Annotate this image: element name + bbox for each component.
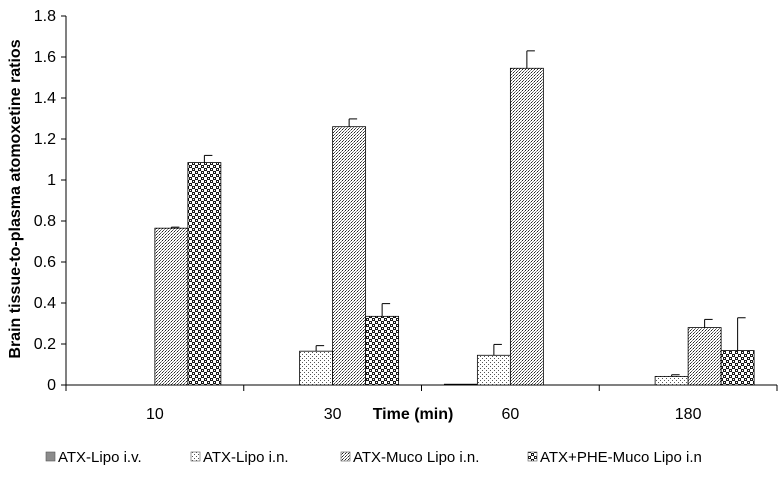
bar [443, 383, 478, 386]
bar [687, 327, 722, 386]
y-tick-label: 1.8 [34, 8, 56, 25]
bar [509, 67, 544, 386]
y-tick-label: 0.6 [34, 254, 56, 271]
y-tick-label: 0.4 [34, 295, 56, 312]
legend-label: ATX-Muco Lipo i.n. [353, 449, 479, 466]
y-tick-label: 0 [47, 377, 56, 394]
y-tick-label: 1.6 [34, 49, 56, 66]
y-axis-title: Brain tissue-to-plasma atomoxetine ratio… [7, 39, 24, 358]
bar [476, 354, 511, 386]
x-axis-title: Time (min) [373, 406, 454, 423]
y-tick-label: 0.2 [34, 336, 56, 353]
y-tick-label: 1 [47, 172, 56, 189]
x-tick-label: 60 [501, 406, 519, 423]
legend-item: ATX+PHE-Muco Lipo i.n [527, 449, 702, 466]
bar [187, 162, 222, 386]
x-tick-label: 180 [675, 406, 702, 423]
bar [332, 126, 367, 386]
legend-swatch [45, 451, 56, 462]
y-tick-label: 1.2 [34, 131, 56, 148]
legend-swatch [527, 451, 538, 462]
legend-label: ATX+PHE-Muco Lipo i.n [540, 449, 702, 466]
y-tick-label: 1.4 [34, 90, 56, 107]
bar [365, 315, 400, 386]
legend-swatch [190, 451, 201, 462]
x-tick-label: 10 [146, 406, 164, 423]
legend-item: ATX-Lipo i.v. [45, 449, 142, 466]
bar [720, 350, 755, 386]
legend-item: ATX-Lipo i.n. [190, 449, 289, 466]
legend-item: ATX-Muco Lipo i.n. [340, 449, 479, 466]
bar [154, 227, 189, 386]
y-tick-label: 0.8 [34, 213, 56, 230]
legend-swatch [340, 451, 351, 462]
legend-label: ATX-Lipo i.n. [203, 449, 289, 466]
legend-label: ATX-Lipo i.v. [58, 449, 142, 466]
x-tick-label: 30 [324, 406, 342, 423]
bar [654, 375, 689, 386]
bar [299, 350, 334, 386]
